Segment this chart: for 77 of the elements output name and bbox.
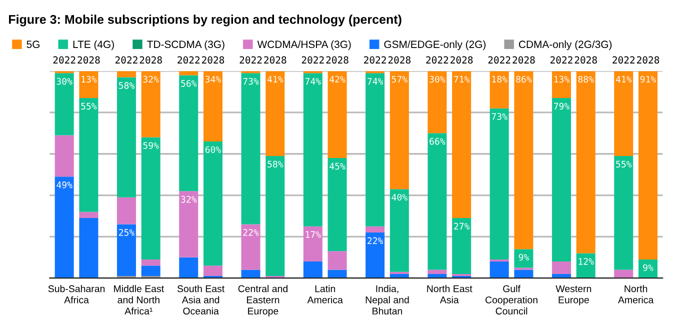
text: South East Asia and Oceania [177,285,225,315]
x-tick-label: 2028 [574,56,597,64]
data-label: 73% [243,78,259,85]
x-tick-label: 2022 [302,56,324,64]
x-tick-label: 2022 [426,56,448,64]
data-label: 60% [205,146,221,154]
x-tick-label: 2022 [178,56,200,64]
data-label: 27% [454,222,470,230]
data-label: 32% [181,196,197,203]
data-label: 40% [392,194,408,201]
data-label: 12% [578,258,594,265]
data-label: 55% [616,160,632,168]
data-label: 45% [330,162,346,170]
data-label: 73% [492,113,508,120]
data-label: 32% [143,76,159,83]
data-label: 30% [430,76,446,83]
data-label: 58% [118,82,134,89]
x-tick-label: 2028 [388,56,411,64]
x-tick-label: 2022 [364,56,386,64]
x-tick-label: 2028 [202,56,224,64]
text: India, Nepal and Bhutan [366,285,409,315]
x-tick-label: 2028 [512,56,535,64]
x-tick-label: 2022 [115,56,138,64]
data-label: 9% [643,264,654,272]
x-tick-label: 2028 [637,56,660,64]
legend-label: WCDMA/HSPA (3G) [257,40,351,50]
text: Western Europe [556,285,592,306]
data-label: 18% [492,76,508,83]
x-tick-label: 2028 [326,56,348,64]
x-tick-label: 2022 [53,56,76,64]
data-label: 22% [243,229,259,236]
x-tick-label: 2022 [612,56,634,64]
text: Latin America [307,285,343,304]
data-label: 56% [181,80,197,87]
data-label: 34% [205,76,221,83]
data-label: 25% [118,229,134,236]
x-tick-label: 2022 [240,56,262,64]
text: Gulf Cooperation Council [486,285,538,315]
x-tick-label: 2028 [78,56,100,64]
x-tick-label: 2028 [450,56,473,64]
data-label: 41% [267,76,284,83]
text: Central and Eastern Europe [238,285,288,316]
data-label: 17% [306,231,321,238]
text: North America [618,285,654,304]
data-label: 57% [392,76,408,83]
data-label: 66% [430,138,446,145]
data-label: 59% [143,142,159,149]
legend-label: LTE (4G) [73,40,114,50]
data-label: 58% [268,160,284,168]
x-tick-label: 2022 [550,56,572,64]
data-label: 9% [518,254,529,261]
data-label: 74% [368,78,384,85]
data-label: 86% [516,76,532,83]
data-label: 55% [81,102,97,110]
data-label: 42% [330,76,346,83]
data-label: 74% [305,78,321,85]
x-tick-label: 2028 [264,56,286,64]
data-label: 13% [554,76,570,83]
legend-label: GSM/EDGE-only (2G) [384,40,486,50]
legend-label: TD-SCDMA (3G) [147,40,224,50]
data-label: 91% [640,76,656,83]
data-label: 88% [578,76,594,83]
text: North East Asia [427,285,472,304]
x-tick-label: 2028 [140,56,162,64]
data-label: 22% [368,237,384,244]
data-label: 71% [454,76,470,83]
legend-label: 5G [26,40,40,48]
data-label: 79% [554,102,570,110]
data-label: 41% [616,76,632,83]
chart-title: Figure 3: Mobile subscriptions by region and technology (percent) [9,14,402,26]
legend-label: CDMA-only (2G/3G) [518,40,612,50]
text: Sub-Saharan Africa [48,285,105,304]
data-label: 13% [82,76,97,83]
text: Middle East and North Africa¹ [114,285,164,315]
x-tick-label: 2022 [488,56,510,64]
data-label: 30% [56,78,72,85]
data-label: 49% [56,181,72,188]
